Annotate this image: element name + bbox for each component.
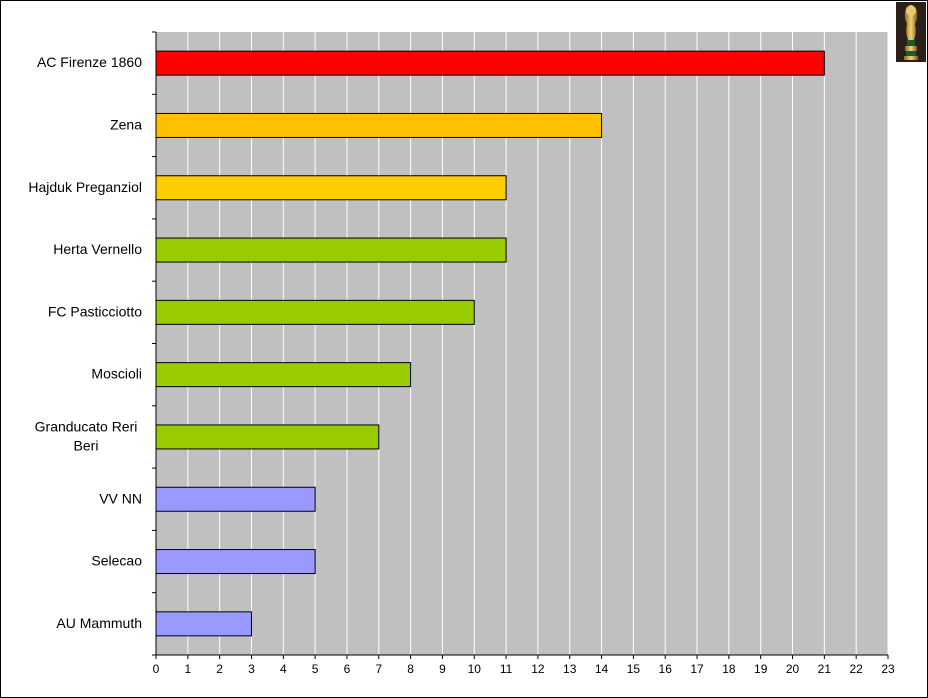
category-label: Hajduk Preganziol bbox=[28, 178, 142, 194]
x-tick-label: 18 bbox=[722, 662, 736, 676]
bar bbox=[155, 112, 603, 138]
x-tick-label: 6 bbox=[344, 662, 351, 676]
x-tick-label: 10 bbox=[468, 662, 482, 676]
category-label: FC Pasticciotto bbox=[48, 303, 142, 319]
x-tick-label: 7 bbox=[375, 662, 382, 676]
bar bbox=[155, 175, 507, 201]
x-tick-label: 9 bbox=[439, 662, 446, 676]
x-tick-label: 22 bbox=[849, 662, 863, 676]
x-tick-label: 5 bbox=[312, 662, 319, 676]
category-labels: AC Firenze 1860 Zena Hajduk Preganziol Hert… bbox=[28, 54, 142, 631]
x-tick-label: 21 bbox=[818, 662, 832, 676]
bar bbox=[155, 486, 316, 512]
category-label: VV NN bbox=[99, 490, 142, 506]
category-label: Herta Vernello bbox=[53, 241, 142, 257]
bar bbox=[155, 549, 316, 575]
x-tick-label: 19 bbox=[754, 662, 768, 676]
axes bbox=[152, 31, 889, 659]
x-tick-label: 23 bbox=[881, 662, 895, 676]
x-tick-label: 0 bbox=[153, 662, 160, 676]
bar bbox=[155, 50, 825, 76]
bar bbox=[155, 299, 475, 325]
x-tick-label: 16 bbox=[659, 662, 673, 676]
trophy-icon bbox=[896, 2, 926, 62]
x-tick-label: 3 bbox=[248, 662, 255, 676]
x-tick-label: 15 bbox=[627, 662, 641, 676]
x-tick-label: 8 bbox=[407, 662, 414, 676]
category-label: AU Mammuth bbox=[56, 615, 142, 631]
x-tick-label: 12 bbox=[531, 662, 545, 676]
x-tick-label: 1 bbox=[184, 662, 191, 676]
x-tick-label: 4 bbox=[280, 662, 287, 676]
x-tick-label: 14 bbox=[595, 662, 609, 676]
category-label: Zena bbox=[110, 116, 142, 132]
x-tick-label: 2 bbox=[216, 662, 223, 676]
x-tick-label: 11 bbox=[500, 662, 513, 676]
bar bbox=[155, 611, 252, 637]
category-label: AC Firenze 1860 bbox=[37, 54, 142, 70]
bar bbox=[155, 237, 507, 263]
x-tick-label: 13 bbox=[563, 662, 577, 676]
bar bbox=[155, 362, 412, 388]
x-tick-label: 20 bbox=[786, 662, 800, 676]
x-tick-label: 17 bbox=[690, 662, 704, 676]
category-label: Selecao bbox=[91, 552, 142, 568]
bar bbox=[155, 424, 380, 450]
category-label: Granducato Reri Beri bbox=[35, 418, 138, 453]
tick-labels: 0 1 2 3 4 5 6 7 8 9 10 11 12 13 14 15 16 17 18 19 20 21 22 23 bbox=[153, 662, 895, 676]
category-label: Moscioli bbox=[91, 365, 142, 381]
